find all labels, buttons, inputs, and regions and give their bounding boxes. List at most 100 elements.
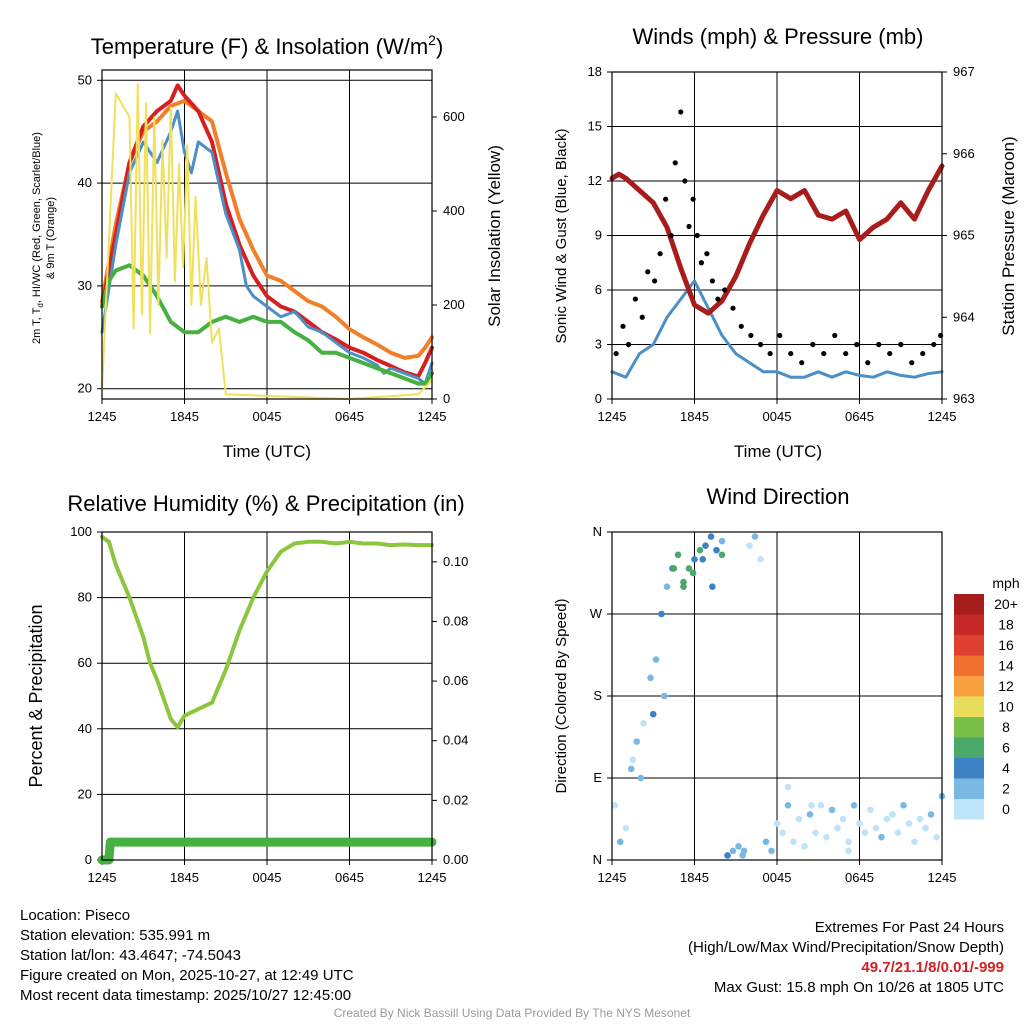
wdir-direction-point bbox=[713, 546, 720, 554]
wdir-direction-point bbox=[746, 542, 753, 549]
temp-frame bbox=[101, 69, 433, 400]
wdir-direction-point bbox=[784, 783, 792, 791]
wind-gust-point bbox=[645, 269, 651, 275]
wind-gust-point bbox=[887, 350, 893, 357]
rh-ytick-label: 60 bbox=[78, 655, 92, 670]
wdir-direction-point bbox=[867, 806, 874, 814]
wind-gust-point bbox=[652, 278, 658, 284]
wdir-direction-point bbox=[889, 811, 896, 818]
legend-label: 16 bbox=[998, 637, 1014, 653]
legend-label: 6 bbox=[1002, 740, 1010, 756]
wdir-direction-point bbox=[652, 656, 660, 663]
temp-ytick-label: 30 bbox=[78, 278, 92, 293]
legend-label: 18 bbox=[998, 617, 1014, 633]
temp-plot-area: 1245 1845 0045 0645 1245 20 30 40 50 0 200 400 600 bbox=[78, 69, 465, 424]
wdir-direction-point bbox=[905, 820, 913, 827]
wind-gust-point bbox=[690, 196, 696, 202]
legend-label: 10 bbox=[998, 699, 1014, 715]
wind-gust-point bbox=[898, 341, 904, 348]
wdir-direction-point bbox=[663, 583, 671, 590]
wdir-direction-point bbox=[784, 802, 792, 809]
legend-label: 8 bbox=[1002, 719, 1010, 735]
wdir-direction-point bbox=[861, 829, 869, 836]
temp-title: Temperature (F) & Insolation (W/m2) bbox=[91, 32, 444, 59]
legend-swatch bbox=[954, 635, 984, 656]
wind-gust-point bbox=[709, 278, 715, 284]
rh-y2tick-label: 0.04 bbox=[443, 733, 468, 748]
legend-swatch bbox=[954, 594, 984, 615]
wdir-direction-point bbox=[647, 674, 654, 682]
latlon-text: Station lat/lon: 43.4647; -74.5043 bbox=[20, 947, 242, 964]
temp-xtick-label: 1245 bbox=[418, 409, 447, 424]
temp-y2tick-label: 200 bbox=[443, 297, 465, 312]
wind-xlabel: Time (UTC) bbox=[734, 442, 822, 461]
legend-swatch bbox=[954, 696, 984, 717]
credit-text: Created By Nick Bassill Using Data Provi… bbox=[333, 1006, 691, 1020]
wind-ytick-label: 0 bbox=[595, 391, 602, 406]
wind-gust-point bbox=[843, 350, 849, 357]
temp-series-solar-insolation bbox=[101, 83, 433, 400]
wdir-direction-point bbox=[817, 802, 825, 809]
rh-xtick-label: 0045 bbox=[253, 870, 282, 885]
legend-title: mph bbox=[992, 575, 1019, 591]
wdir-direction-point bbox=[680, 578, 687, 586]
wind-gust-point bbox=[931, 341, 937, 348]
rh-title: Relative Humidity (%) & Precipitation (i… bbox=[67, 491, 464, 516]
wind-gust-point bbox=[625, 341, 632, 348]
legend-swatch bbox=[954, 778, 984, 799]
rh-y2tick-label: 0.02 bbox=[443, 792, 468, 807]
wind-series-sonic-wind bbox=[610, 279, 944, 379]
wind-panel: Winds (mph) & Pressure (mb) Sonic Wind &… bbox=[553, 24, 1018, 461]
wind-gust-point bbox=[663, 196, 669, 202]
wind-gust-point bbox=[730, 305, 736, 311]
wind-gust-point bbox=[909, 360, 915, 366]
wind-ytick-label: 12 bbox=[588, 173, 602, 188]
wdir-direction-point bbox=[808, 802, 815, 809]
wind-xtick-label: 1245 bbox=[598, 409, 627, 424]
recent-text: Most recent data timestamp: 2025/10/27 1… bbox=[20, 987, 352, 1004]
wdir-direction-point bbox=[629, 756, 636, 764]
temp-ylabel: 2m T, Td, HI/WC (Red, Green, Scarlet/Blu… bbox=[31, 132, 45, 344]
wdir-frame bbox=[611, 531, 943, 861]
wind-title: Winds (mph) & Pressure (mb) bbox=[633, 24, 924, 49]
wdir-direction-point bbox=[724, 852, 731, 859]
legend-swatch bbox=[954, 655, 984, 676]
wind-gust-point bbox=[777, 332, 783, 339]
wdir-plot-area: 1245 1845 0045 0645 1245 N E S W N bbox=[590, 524, 957, 885]
rh-y2tick-label: 0.06 bbox=[443, 673, 468, 688]
rh-frame bbox=[101, 531, 433, 861]
wind-gust-point bbox=[854, 341, 860, 348]
wind-y2tick-label: 967 bbox=[953, 64, 975, 79]
wind-gust-point bbox=[698, 260, 704, 266]
wind-frame bbox=[611, 71, 943, 400]
rh-ylabel: Percent & Precipitation bbox=[26, 604, 46, 787]
rh-xtick-label: 1245 bbox=[88, 870, 117, 885]
wind-gust-point bbox=[788, 350, 794, 357]
wdir-xtick-label: 1245 bbox=[928, 870, 957, 885]
wind-gust-point bbox=[920, 350, 926, 357]
temp-y2tick-label: 400 bbox=[443, 203, 465, 218]
legend-swatch bbox=[954, 676, 984, 697]
wdir-direction-point bbox=[911, 838, 918, 846]
temp-xlabel: Time (UTC) bbox=[223, 442, 311, 461]
wdir-direction-point bbox=[640, 720, 647, 727]
legend-label: 2 bbox=[1002, 781, 1010, 797]
temp-series-2m-t bbox=[100, 83, 434, 379]
wind-gust-point bbox=[799, 360, 805, 366]
wdir-direction-point bbox=[633, 738, 641, 745]
wdir-direction-point bbox=[658, 610, 665, 618]
legend-swatch bbox=[954, 799, 984, 820]
wind-gust-point bbox=[722, 287, 728, 293]
wdir-panel: Wind Direction Direction (Colored By Spe… bbox=[553, 484, 1020, 885]
wind-gust-point bbox=[678, 109, 684, 115]
wind-gust-point bbox=[668, 232, 674, 239]
wdir-direction-point bbox=[916, 815, 924, 823]
wdir-direction-point bbox=[856, 820, 863, 827]
wind-gust-point bbox=[672, 160, 678, 166]
rh-ytick-label: 20 bbox=[78, 786, 92, 801]
wind-gust-point bbox=[876, 341, 882, 348]
wind-ylabel: Sonic Wind & Gust (Blue, Black) bbox=[553, 128, 570, 343]
temp-ytick-label: 20 bbox=[78, 381, 92, 396]
rh-plot-area: 1245 1845 0045 0645 1245 0 20 40 60 80 100 0.00 0.02… bbox=[70, 524, 468, 885]
